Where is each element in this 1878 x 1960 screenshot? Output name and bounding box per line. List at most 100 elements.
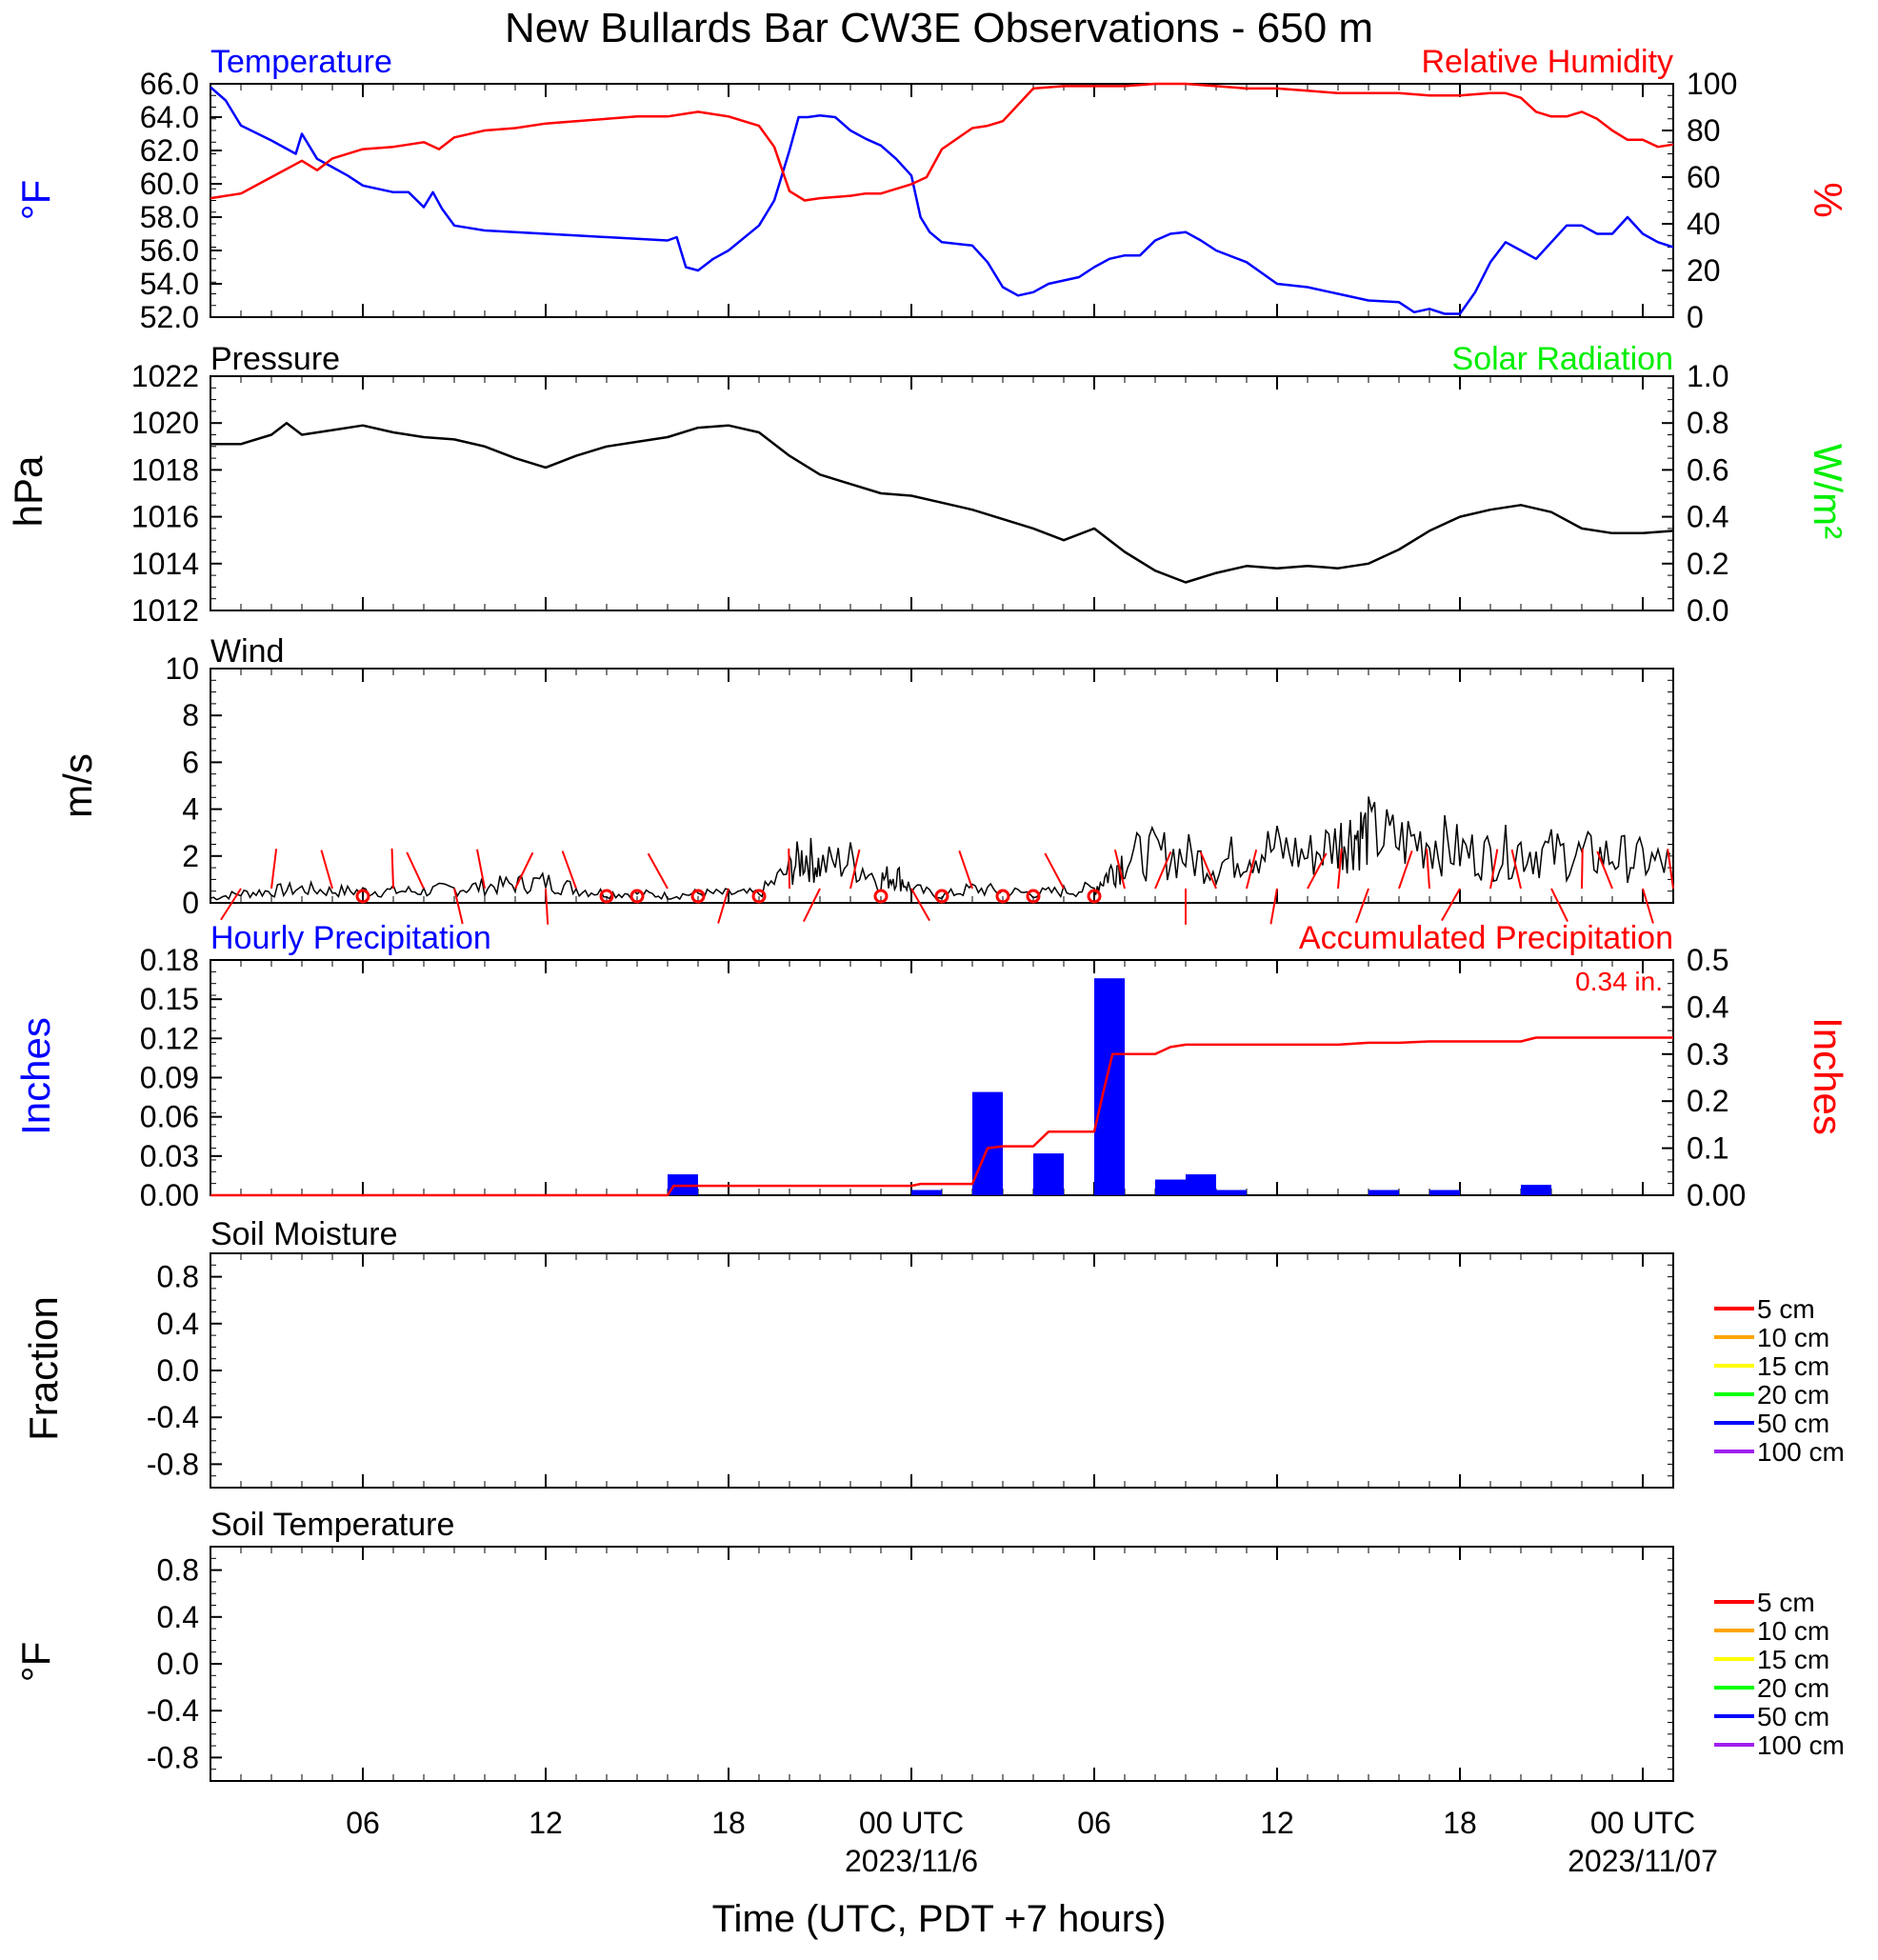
x-tick-label: 00 UTC	[1590, 1806, 1695, 1840]
hourly-precip-bar	[972, 1091, 1003, 1195]
wind-barb-calm	[599, 889, 614, 904]
wind-barb	[390, 848, 394, 890]
wind-barb	[1489, 849, 1499, 890]
wind-tick-label: 2	[182, 839, 199, 873]
wind-barb	[320, 850, 333, 890]
panel-soil-temp: Soil Temperature °F	[13, 1507, 454, 1682]
hourly-precip-title: Hourly Precipitation	[210, 920, 491, 956]
panel-temp-rh: Temperature Relative Humidity °F %	[13, 44, 1850, 220]
wind-barb	[1246, 850, 1258, 890]
solar-tick-label: 0.0	[1687, 593, 1728, 628]
wind-tick-label: 10	[165, 651, 199, 686]
figure-title: New Bullards Bar CW3E Observations - 650…	[505, 5, 1373, 51]
soil-temp-title: Soil Temperature	[210, 1507, 454, 1543]
soil-moisture-tick-label: 0.4	[157, 1307, 199, 1341]
pressure-tick-label: 1020	[131, 406, 199, 440]
wind-barb	[1307, 852, 1328, 890]
wind-unit-label: m/s	[55, 753, 100, 818]
temp-tick-label: 62.0	[140, 133, 199, 168]
hourly-precip-tick-label: 0.15	[140, 982, 199, 1016]
x-tick-label: 00 UTC	[859, 1806, 964, 1840]
soil-temp-tick-label: 0.4	[157, 1600, 199, 1634]
soil-moisture-unit: Fraction	[21, 1296, 66, 1441]
soil-moisture-legend-label: 100 cm	[1757, 1437, 1845, 1467]
wind-barb	[561, 850, 577, 890]
pressure-title: Pressure	[210, 341, 340, 377]
x-tick-label: 12	[529, 1806, 563, 1840]
solar-title: Solar Radiation	[1452, 341, 1673, 377]
soil-moisture-tick-label: 0.0	[157, 1353, 199, 1388]
accum-precip-unit: Inches	[1806, 1017, 1850, 1135]
rh-tick-label: 20	[1687, 253, 1721, 288]
soil-temp-tick-label: 0.8	[157, 1553, 199, 1588]
wind-barb-calm	[355, 889, 370, 904]
soil-moisture-frame	[210, 1252, 1674, 1489]
wind-barb-calm	[690, 889, 706, 904]
pressure-line	[210, 421, 1674, 584]
accum-precip-tick-label: 0.00	[1687, 1178, 1746, 1212]
temp-tick-label: 56.0	[140, 233, 199, 268]
x-tick-label: 18	[711, 1806, 746, 1840]
soil-temp-tick-label: 0.0	[157, 1647, 199, 1681]
temp-tick-label: 54.0	[140, 267, 199, 301]
soil-moisture-tick-label: -0.8	[147, 1447, 199, 1481]
wind-barb	[270, 849, 278, 890]
hourly-precip-unit: Inches	[13, 1017, 58, 1135]
wind-barb-calm	[1087, 889, 1102, 904]
wind-barb	[1426, 849, 1430, 890]
rh-tick-label: 80	[1687, 113, 1721, 148]
accum-precip-tick-label: 0.3	[1687, 1037, 1728, 1071]
soil-moisture-title: Soil Moisture	[210, 1216, 398, 1252]
hourly-precip-bar	[1521, 1185, 1551, 1195]
x-tick-date-label: 2023/11/07	[1568, 1844, 1718, 1878]
hourly-precip-tick-label: 0.18	[140, 943, 199, 977]
hourly-precip-bar	[1033, 1153, 1064, 1195]
soil-temp-legend-label: 10 cm	[1757, 1616, 1829, 1646]
rh-title: Relative Humidity	[1421, 44, 1673, 80]
wind-barb-calm	[873, 889, 889, 904]
soil-moisture-tick-label: 0.8	[157, 1260, 199, 1294]
wind-barb	[1199, 850, 1217, 890]
temp-unit-label: °F	[13, 180, 58, 220]
temp-rh-frame	[210, 83, 1674, 318]
accum-precip-tick-label: 0.2	[1687, 1084, 1728, 1118]
soil-temp-legend-label: 100 cm	[1757, 1730, 1845, 1760]
soil-temp-tick-label: -0.8	[147, 1740, 199, 1774]
wind-barb-calm	[1026, 889, 1041, 904]
precip-frame	[210, 959, 1674, 1196]
solar-tick-label: 0.4	[1687, 500, 1728, 534]
x-axis-label: Time (UTC, PDT +7 hours)	[712, 1898, 1167, 1940]
temp-title: Temperature	[210, 44, 392, 80]
soil-temp-legend-label: 20 cm	[1757, 1673, 1829, 1703]
wind-barb	[476, 849, 486, 890]
temp-tick-label: 64.0	[140, 100, 199, 134]
wind-barb	[910, 888, 930, 922]
wind-tick-label: 6	[182, 745, 199, 779]
temp-tick-label: 58.0	[140, 200, 199, 234]
hourly-precip-tick-label: 0.00	[140, 1178, 199, 1212]
pressure-tick-label: 1016	[131, 500, 199, 534]
solar-tick-label: 0.8	[1687, 406, 1728, 440]
panel-wind: Wind m/s	[55, 633, 284, 818]
soil-temp-unit: °F	[13, 1642, 58, 1682]
wind-barb	[1154, 850, 1172, 890]
wind-barb	[803, 888, 821, 922]
soil-temp-legend-label: 50 cm	[1757, 1702, 1829, 1731]
hourly-precip-bar	[1186, 1174, 1216, 1195]
wind-title: Wind	[210, 633, 284, 670]
wind-barb	[958, 850, 973, 890]
soil-moisture-legend-label: 50 cm	[1757, 1409, 1829, 1438]
x-tick-label: 06	[1077, 1806, 1111, 1840]
accum-precip-tick-label: 0.4	[1687, 990, 1728, 1024]
hourly-precip-bar	[1429, 1190, 1460, 1195]
solar-tick-label: 0.6	[1687, 452, 1728, 487]
rh-unit-label: %	[1806, 182, 1850, 217]
wind-barb	[1269, 888, 1278, 925]
hourly-precip-tick-label: 0.12	[140, 1021, 199, 1055]
rh-tick-label: 0	[1687, 300, 1704, 334]
wind-barb	[406, 851, 425, 890]
x-tick-date-label: 2023/11/6	[845, 1844, 978, 1878]
wind-barb	[1642, 888, 1654, 924]
